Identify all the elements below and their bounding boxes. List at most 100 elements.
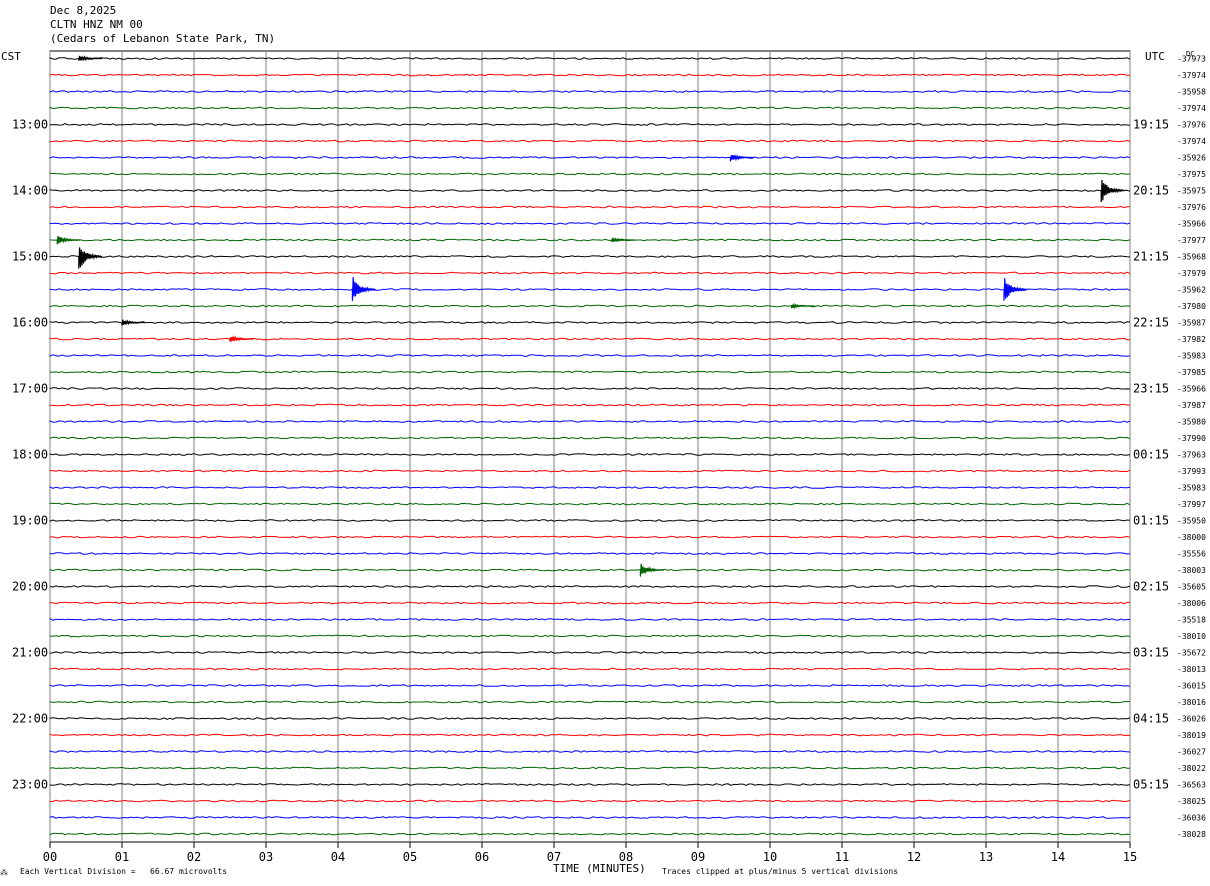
- trace-dc-offset: -35987: [1177, 319, 1206, 328]
- trace-line: [49, 634, 1131, 638]
- x-tick-label: 12: [907, 850, 921, 864]
- trace-line: [49, 816, 1131, 819]
- trace-dc-offset: -35962: [1177, 286, 1206, 295]
- station-code: CLTN HNZ NM 00: [50, 18, 143, 31]
- trace-line: [49, 717, 1131, 720]
- left-hour-label: 15:00: [12, 250, 48, 264]
- trace-dc-offset: -35983: [1177, 352, 1206, 361]
- trace-line: [49, 519, 1131, 522]
- plot-date: Dec 8,2025: [50, 4, 117, 17]
- trace-line: [49, 90, 1131, 93]
- trace-dc-offset: -38000: [1177, 533, 1206, 542]
- x-tick-label: 06: [475, 850, 489, 864]
- trace-dc-offset: -37973: [1177, 55, 1206, 64]
- trace-dc-offset: -35975: [1177, 187, 1206, 196]
- trace-dc-offset: -38010: [1177, 632, 1206, 641]
- trace-dc-offset: -35950: [1177, 517, 1206, 526]
- trace-dc-offset: -35966: [1177, 385, 1206, 394]
- left-hour-label: 18:00: [12, 448, 48, 462]
- right-hour-label: 20:15: [1133, 184, 1169, 198]
- trace-dc-offset: -37987: [1177, 401, 1206, 410]
- vertical-scale-note: Each Vertical Division = 66.67 microvolt…: [20, 867, 228, 876]
- x-tick-label: 10: [763, 850, 777, 864]
- trace-line: [49, 750, 1131, 753]
- trace-line: [49, 255, 1131, 258]
- trace-dc-offset: -37974: [1177, 137, 1206, 146]
- right-hour-label: 03:15: [1133, 646, 1169, 660]
- trace-dc-offset: -38022: [1177, 764, 1206, 773]
- trace-dc-offset: -37974: [1177, 71, 1206, 80]
- trace-line: [49, 304, 1131, 308]
- x-tick-label: 08: [619, 850, 633, 864]
- left-hour-label: 16:00: [12, 316, 48, 330]
- trace-line: [49, 436, 1131, 440]
- trace-dc-offset: -35980: [1177, 418, 1206, 427]
- trace-line: [49, 617, 1131, 621]
- left-hour-label: 19:00: [12, 514, 48, 528]
- trace-dc-offset: -35605: [1177, 583, 1206, 592]
- x-tick-label: 04: [331, 850, 345, 864]
- trace-line: [49, 106, 1131, 110]
- trace-line: [49, 420, 1131, 423]
- trace-line: [49, 783, 1131, 786]
- trace-line: [49, 568, 1131, 572]
- trace-dc-offset: -35556: [1177, 550, 1206, 559]
- x-tick-label: 11: [835, 850, 849, 864]
- seismic-event: [1003, 278, 1028, 301]
- x-tick-label: 01: [115, 850, 129, 864]
- trace-dc-offset: -35672: [1177, 649, 1206, 658]
- seismic-event: [1100, 179, 1125, 203]
- trace-line: [49, 601, 1131, 605]
- right-hour-label: 05:15: [1133, 778, 1169, 792]
- minute-grid: [49, 50, 1131, 848]
- left-hour-label: 22:00: [12, 712, 48, 726]
- x-tick-label: 07: [547, 850, 561, 864]
- left-hour-label: 20:00: [12, 580, 48, 594]
- trace-dc-offset: -37963: [1177, 451, 1206, 460]
- trace-line: [49, 73, 1130, 77]
- trace-dc-offset: -37976: [1177, 121, 1206, 130]
- trace-line: [49, 354, 1131, 357]
- x-tick-label: 15: [1123, 850, 1137, 864]
- left-hour-label: 21:00: [12, 646, 48, 660]
- trace-line: [49, 271, 1131, 275]
- trace-line: [49, 486, 1131, 489]
- clipping-note: Traces clipped at plus/minus 5 vertical …: [662, 867, 899, 876]
- trace-line: [49, 552, 1131, 555]
- trace-line: [49, 684, 1131, 687]
- seismic-event: [121, 319, 146, 326]
- seismic-event: [729, 153, 754, 162]
- trace-dc-offset: -37990: [1177, 434, 1206, 443]
- right-hour-label: 21:15: [1133, 250, 1169, 264]
- scale-mark-icon: ⁂: [0, 868, 8, 877]
- trace-line: [49, 370, 1131, 374]
- seismic-event: [639, 563, 664, 577]
- axis-labels: -37973 -37974 -35958 -37974 -37976 -37974 -359…: [12, 55, 1206, 865]
- trace-line: [49, 156, 1131, 159]
- trace-dc-offset: -37974: [1177, 104, 1206, 113]
- seismic-event: [791, 302, 815, 310]
- trace-line: [49, 502, 1131, 506]
- plot-frame: [49, 50, 1131, 843]
- trace-dc-offset: -38006: [1177, 599, 1206, 608]
- trace-line: [49, 832, 1131, 836]
- trace-dc-offset: -35968: [1177, 253, 1206, 262]
- right-hour-label: 19:15: [1133, 118, 1169, 132]
- trace-dc-offset: -36563: [1177, 781, 1206, 790]
- trace-dc-offset: -36036: [1177, 814, 1206, 823]
- right-hour-label: 00:15: [1133, 448, 1169, 462]
- trace-line: [49, 205, 1131, 209]
- trace-line: [49, 667, 1131, 671]
- trace-dc-offset: -38013: [1177, 665, 1206, 674]
- trace-line: [49, 733, 1131, 737]
- trace-line: [49, 799, 1131, 803]
- trace-line: [49, 238, 1131, 242]
- trace-dc-offset: -35983: [1177, 484, 1206, 493]
- trace-line: [49, 766, 1130, 770]
- trace-dc-offset: -35518: [1177, 616, 1206, 625]
- trace-line: [49, 123, 1131, 126]
- trace-dc-offset: -37993: [1177, 467, 1206, 476]
- trace-line: [49, 387, 1131, 390]
- right-hour-label: 23:15: [1133, 382, 1169, 396]
- trace-dc-offset: -36026: [1177, 715, 1206, 724]
